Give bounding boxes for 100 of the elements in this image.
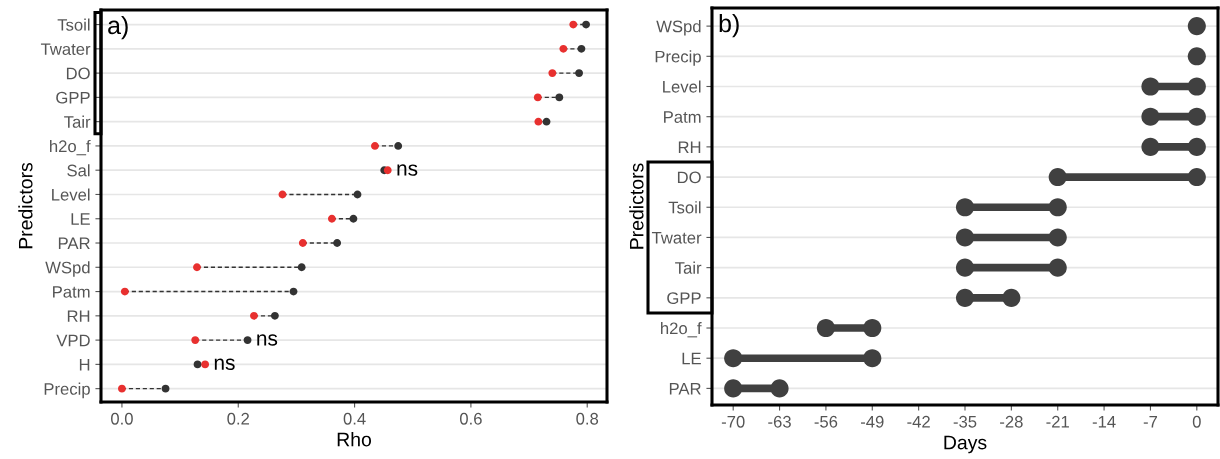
annotation: ns	[257, 334, 278, 346]
point	[161, 384, 170, 393]
point	[534, 117, 543, 126]
point	[327, 214, 336, 223]
point	[191, 336, 200, 345]
annotation: ns	[397, 164, 418, 176]
x-tick-label: -63	[768, 415, 791, 428]
point	[559, 44, 568, 53]
point	[394, 142, 403, 150]
point	[955, 288, 975, 307]
point	[1141, 137, 1160, 156]
chart-title: a)	[108, 15, 128, 40]
x-tick-label: 0.4	[343, 412, 366, 425]
y-tick-label: Twater	[651, 232, 702, 244]
point	[542, 117, 551, 126]
point	[770, 379, 789, 398]
y-tick-label: GPP	[667, 292, 701, 305]
point	[724, 349, 743, 368]
point	[371, 142, 379, 150]
y-tick-label: RH	[67, 310, 90, 322]
y-tick-label: WSpd	[656, 20, 701, 36]
point	[548, 69, 557, 78]
point	[1187, 77, 1206, 96]
point	[1048, 258, 1067, 277]
point	[955, 198, 975, 217]
y-axis-title: Predictors	[18, 162, 33, 249]
point	[243, 336, 252, 345]
point	[1048, 168, 1067, 187]
y-tick-label: h2o_f	[50, 139, 91, 156]
x-tick-label: 0.6	[459, 412, 482, 425]
point	[816, 318, 835, 338]
point	[289, 287, 298, 296]
point	[1048, 228, 1067, 247]
y-tick-label: DO	[66, 67, 90, 80]
y-tick-label: WSpd	[45, 261, 90, 277]
point	[575, 69, 584, 78]
point	[353, 190, 362, 199]
point	[1187, 137, 1206, 156]
point	[1141, 77, 1160, 96]
point	[863, 318, 882, 338]
x-tick-label: -42	[907, 415, 930, 428]
point	[270, 311, 279, 320]
y-tick-label: PAR	[58, 237, 90, 250]
y-tick-label: Sal	[67, 164, 90, 177]
x-axis-title: Rho	[337, 432, 372, 447]
y-tick-label: GPP	[56, 91, 90, 104]
point	[1187, 168, 1206, 187]
y-tick-label: H	[79, 358, 90, 371]
y-tick-label: Level	[663, 80, 701, 93]
point	[201, 360, 210, 369]
x-tick-label: 0.2	[227, 412, 250, 425]
point	[555, 93, 564, 102]
point	[349, 214, 358, 223]
point	[569, 20, 578, 29]
x-tick-label: -49	[860, 415, 884, 428]
x-tick-label: -56	[814, 415, 838, 428]
y-tick-label: VPD	[56, 334, 90, 347]
point	[278, 190, 287, 199]
y-tick-label: Tair	[675, 261, 702, 274]
y-tick-label: Tair	[64, 115, 91, 128]
y-tick-label: Level	[52, 188, 90, 201]
y-tick-label: Tsoil	[668, 201, 701, 214]
x-tick-label: 0.0	[111, 412, 133, 425]
point	[1187, 47, 1206, 66]
annotation: ns	[214, 358, 235, 370]
x-tick-label: -21	[1046, 415, 1069, 428]
point	[1187, 17, 1206, 36]
point	[120, 287, 129, 296]
point	[577, 44, 586, 53]
y-tick-label: Patm	[664, 111, 701, 123]
x-tick-label: 0.8	[576, 412, 599, 425]
point	[250, 311, 258, 320]
point	[863, 349, 882, 368]
point	[118, 384, 126, 393]
point	[1002, 288, 1021, 307]
point	[193, 263, 201, 272]
x-tick-label: -70	[721, 415, 745, 428]
x-axis-title: Days	[944, 435, 987, 454]
y-axis-title: Predictors	[629, 163, 644, 249]
y-tick-label: Precip	[655, 50, 701, 66]
y-tick-label: LE	[71, 213, 90, 225]
y-tick-label: LE	[682, 352, 701, 365]
point	[193, 360, 202, 369]
y-tick-label: Twater	[40, 43, 91, 56]
point	[1141, 107, 1160, 126]
y-tick-label: RH	[678, 141, 701, 153]
point	[724, 379, 743, 398]
point	[955, 228, 975, 247]
point	[298, 239, 307, 247]
x-tick-label: -14	[1092, 416, 1116, 428]
y-tick-label: Tsoil	[57, 18, 90, 31]
x-tick-label: -35	[953, 415, 977, 428]
point	[582, 20, 590, 29]
y-tick-label: Precip	[44, 382, 90, 399]
y-tick-label: Patm	[53, 286, 90, 298]
point	[1048, 198, 1067, 217]
point	[297, 263, 306, 272]
chart-title: b)	[719, 13, 739, 38]
x-tick-label: -28	[1000, 415, 1023, 428]
y-tick-label: PAR	[669, 382, 701, 395]
